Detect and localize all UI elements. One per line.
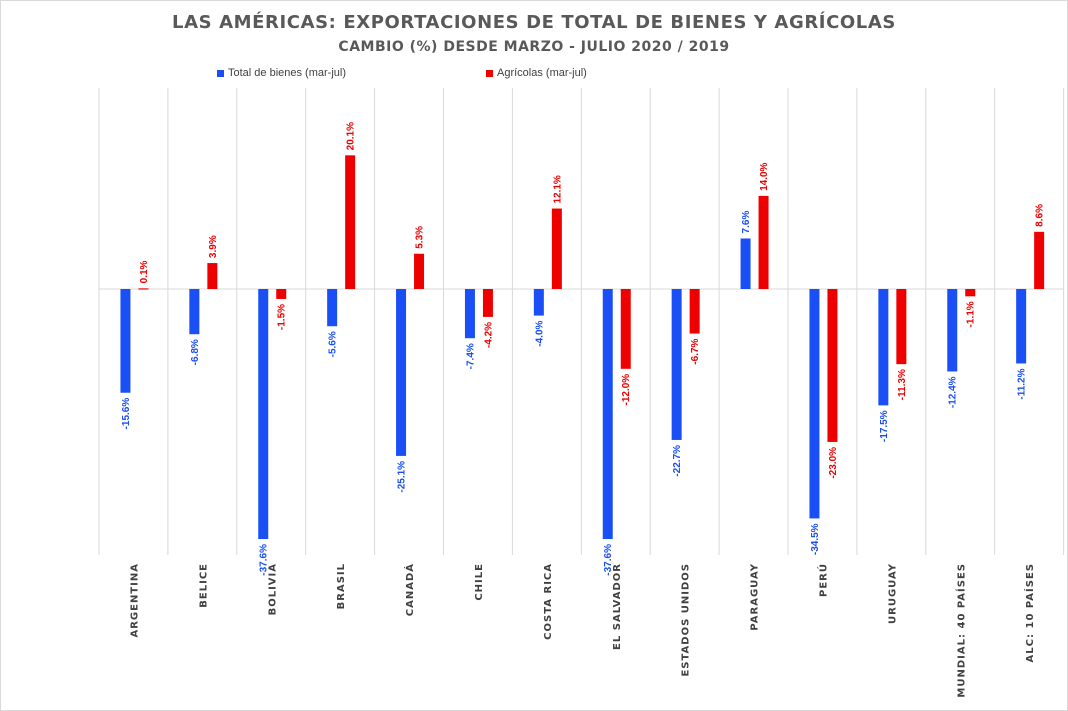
data-label: 0.1% (139, 260, 150, 283)
data-label: 5.3% (415, 226, 426, 249)
bar (809, 289, 820, 519)
data-label: -12.4% (948, 376, 959, 408)
bar (947, 289, 958, 372)
data-label: 3.9% (208, 235, 219, 258)
bar (464, 289, 475, 339)
bar (327, 289, 338, 327)
bar (189, 289, 200, 335)
category-label: EL SALVADOR (612, 563, 623, 650)
data-label: -4.0% (534, 320, 545, 346)
legend-swatch-total-bienes (217, 69, 224, 77)
data-label: -17.5% (879, 410, 890, 442)
bar (1016, 289, 1027, 364)
bar (602, 289, 613, 540)
bar (827, 289, 838, 442)
bar (620, 289, 631, 369)
data-label: 20.1% (346, 122, 357, 150)
category-label: PARAGUAY (750, 563, 761, 631)
data-label: -11.3% (897, 369, 908, 400)
category-label: CHILE (474, 563, 485, 601)
category-label: BOLIVIA (267, 563, 278, 615)
category-label: URUGUAY (887, 563, 898, 624)
data-label: -11.2% (1017, 368, 1028, 399)
bar (740, 238, 751, 289)
data-label: -37.6% (259, 544, 270, 576)
category-label: ALC: 10 PAÍSES (1023, 563, 1036, 662)
category-label: COSTA RICA (543, 563, 554, 640)
data-label: -1.1% (966, 301, 977, 327)
bar (551, 208, 562, 289)
data-label: -12.0% (621, 374, 632, 406)
legend-swatch-agricolas (486, 69, 493, 77)
category-label: ARGENTINA (129, 563, 140, 638)
bar (1034, 231, 1045, 289)
bar (965, 289, 976, 297)
bar (258, 289, 269, 540)
chart-subtitle: CAMBIO (%) DESDE MARZO - JULIO 2020 / 20… (338, 39, 730, 55)
bar (758, 195, 769, 289)
data-label: -1.5% (277, 304, 288, 330)
bar (396, 289, 407, 456)
data-label: -23.0% (828, 447, 839, 479)
bar (533, 289, 544, 316)
data-label: -6.8% (190, 339, 201, 365)
legend-item-total-bienes: Total de bienes (mar-jul) (217, 67, 346, 79)
data-label: -15.6% (121, 398, 132, 430)
bar (671, 289, 682, 440)
bar (689, 289, 700, 334)
data-label: -34.5% (810, 523, 821, 555)
data-label: -7.4% (465, 343, 476, 369)
legend-item-agricolas: Agrícolas (mar-jul) (486, 67, 587, 79)
category-label: MUNDIAL: 40 PAÍSES (954, 563, 967, 698)
bar (878, 289, 889, 406)
bar (207, 263, 218, 289)
bar (120, 289, 131, 393)
bar (482, 289, 493, 317)
category-label: BELICE (198, 563, 209, 608)
data-label: -5.6% (328, 331, 339, 357)
data-label: 14.0% (759, 162, 770, 190)
category-label: BRASIL (336, 563, 347, 609)
legend-label-agricolas: Agrícolas (mar-jul) (497, 67, 587, 79)
data-label: -4.2% (483, 322, 494, 348)
bar (414, 253, 425, 289)
chart-title: LAS AMÉRICAS: EXPORTACIONES DE TOTAL DE … (172, 12, 896, 33)
bar (138, 288, 149, 290)
category-label: PERÚ (816, 563, 829, 597)
bar (345, 155, 356, 289)
data-label: 12.1% (552, 175, 563, 203)
data-label: -37.6% (603, 544, 614, 576)
data-label: 8.6% (1035, 204, 1046, 227)
bar (896, 289, 907, 365)
category-label: ESTADOS UNIDOS (681, 563, 692, 677)
bar (276, 289, 287, 299)
data-label: -25.1% (397, 461, 408, 493)
data-label: -6.7% (690, 338, 701, 364)
legend-label-total-bienes: Total de bienes (mar-jul) (228, 67, 346, 79)
data-label: -22.7% (672, 445, 683, 477)
category-label: CANADÁ (403, 563, 416, 616)
data-label: 7.6% (741, 211, 752, 234)
